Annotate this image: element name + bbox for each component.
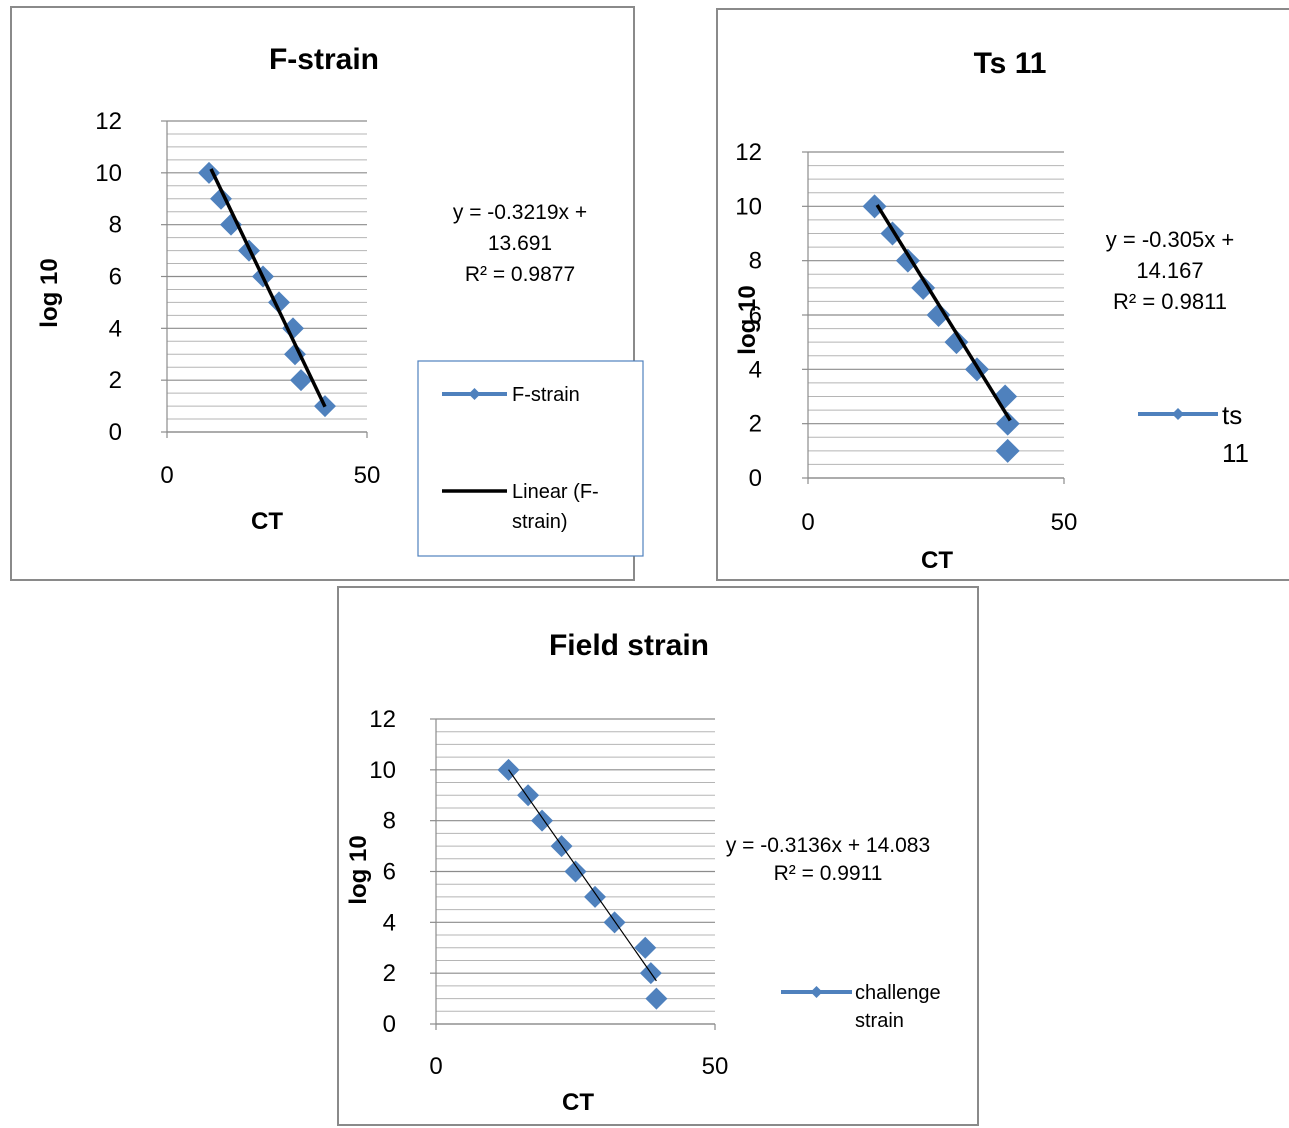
y-tick-label: 2 bbox=[383, 960, 396, 987]
legend-marker bbox=[1172, 408, 1184, 420]
y-axis-title: log 10 bbox=[734, 285, 761, 354]
y-tick-label: 0 bbox=[749, 465, 762, 492]
y-tick-label: 8 bbox=[383, 808, 396, 835]
y-tick-label: 4 bbox=[109, 315, 122, 342]
y-tick-label: 10 bbox=[95, 160, 122, 187]
y-tick-label: 12 bbox=[369, 706, 396, 733]
trendline-equation: y = -0.3219x + bbox=[453, 201, 587, 224]
chart-panel-f-strain: 0 2 4 6 8 10 12 0 50 F-strain CT log 10 y = -0.3219x… bbox=[10, 6, 644, 581]
y-tick-label: 8 bbox=[109, 212, 122, 239]
legend-label: F-strain bbox=[512, 384, 580, 406]
trendline bbox=[508, 769, 657, 982]
y-tick-label: 8 bbox=[749, 248, 762, 275]
trendline-equation: R² = 0.9811 bbox=[1113, 289, 1227, 314]
legend-marker bbox=[468, 388, 481, 400]
x-tick-label: 0 bbox=[801, 509, 814, 536]
y-tick-label: 10 bbox=[735, 193, 762, 220]
data-point bbox=[584, 885, 607, 908]
data-point bbox=[284, 343, 306, 366]
chart-f-strain: 0 2 4 6 8 10 12 0 50 F-strain CT log 10 y = -0.3219x… bbox=[36, 43, 644, 557]
data-point bbox=[564, 860, 587, 883]
gridlines bbox=[436, 718, 715, 1025]
trendline-equation: 13.691 bbox=[488, 232, 552, 255]
data-point bbox=[995, 411, 1020, 436]
chart-field-strain: 0 2 4 6 8 10 12 0 50 Field strain CT log 10 y = -0.3… bbox=[345, 629, 941, 1116]
chart-title: F-strain bbox=[269, 43, 379, 76]
y-axis-title: log 10 bbox=[36, 258, 63, 327]
data-point bbox=[911, 275, 936, 300]
data-point bbox=[531, 809, 554, 832]
y-tick-label: 0 bbox=[383, 1011, 396, 1038]
x-tick-label: 0 bbox=[429, 1053, 442, 1080]
chart-title: Field strain bbox=[549, 629, 709, 662]
trendline bbox=[875, 204, 1012, 422]
x-tick-label: 50 bbox=[1051, 509, 1078, 536]
data-point bbox=[995, 438, 1020, 463]
legend-label: strain) bbox=[512, 511, 568, 533]
y-tick-label: 0 bbox=[109, 419, 122, 446]
data-point bbox=[634, 936, 657, 959]
legend-label: Linear (F- bbox=[512, 481, 599, 503]
data-point bbox=[944, 330, 969, 355]
legend-label: challenge bbox=[855, 982, 941, 1004]
data-point bbox=[290, 369, 312, 392]
data-point bbox=[282, 317, 304, 340]
y-tick-label: 2 bbox=[109, 367, 122, 394]
y-tick-label: 6 bbox=[749, 302, 762, 329]
x-axis-title: CT bbox=[562, 1089, 594, 1116]
trendline-equation: 14.167 bbox=[1136, 258, 1203, 283]
x-tick-label: 50 bbox=[702, 1053, 729, 1080]
trendline-equation: y = -0.3136x + 14.083 bbox=[726, 834, 930, 857]
trendline-equation: R² = 0.9877 bbox=[465, 263, 575, 286]
data-point bbox=[926, 303, 951, 327]
legend-label: 11 bbox=[1222, 438, 1249, 468]
y-tick-label: 2 bbox=[749, 411, 762, 438]
chart-ts11: 0 2 4 6 8 10 12 0 50 Ts 11 CT log 10 y = -0.305x + 14… bbox=[734, 47, 1249, 574]
x-axis-title: CT bbox=[251, 508, 283, 535]
x-tick-label: 50 bbox=[354, 462, 381, 489]
trendline-equation: y = -0.305x + bbox=[1106, 227, 1234, 252]
y-axis-title: log 10 bbox=[345, 835, 372, 904]
chart-panel-ts11: 0 2 4 6 8 10 12 0 50 Ts 11 CT log 10 y = -0.305x + 14… bbox=[716, 8, 1289, 581]
data-point bbox=[645, 987, 668, 1010]
legend-marker bbox=[810, 986, 823, 998]
legend-label: ts bbox=[1222, 400, 1242, 430]
x-axis-title: CT bbox=[921, 547, 953, 574]
data-point bbox=[603, 911, 626, 934]
trendline-equation: R² = 0.9911 bbox=[774, 862, 883, 885]
y-tick-label: 6 bbox=[383, 859, 396, 886]
y-tick-label: 12 bbox=[735, 139, 762, 166]
chart-panel-field-strain: 0 2 4 6 8 10 12 0 50 Field strain CT log 10 y = -0.3… bbox=[337, 586, 979, 1126]
y-tick-label: 4 bbox=[383, 909, 396, 936]
y-tick-label: 6 bbox=[109, 264, 122, 291]
y-tick-label: 12 bbox=[95, 108, 122, 135]
y-tick-label: 4 bbox=[749, 356, 762, 383]
trendline bbox=[209, 168, 327, 408]
x-tick-label: 0 bbox=[160, 462, 173, 489]
legend-label: strain bbox=[855, 1010, 904, 1032]
y-tick-label: 10 bbox=[369, 757, 396, 784]
chart-title: Ts 11 bbox=[974, 47, 1047, 80]
